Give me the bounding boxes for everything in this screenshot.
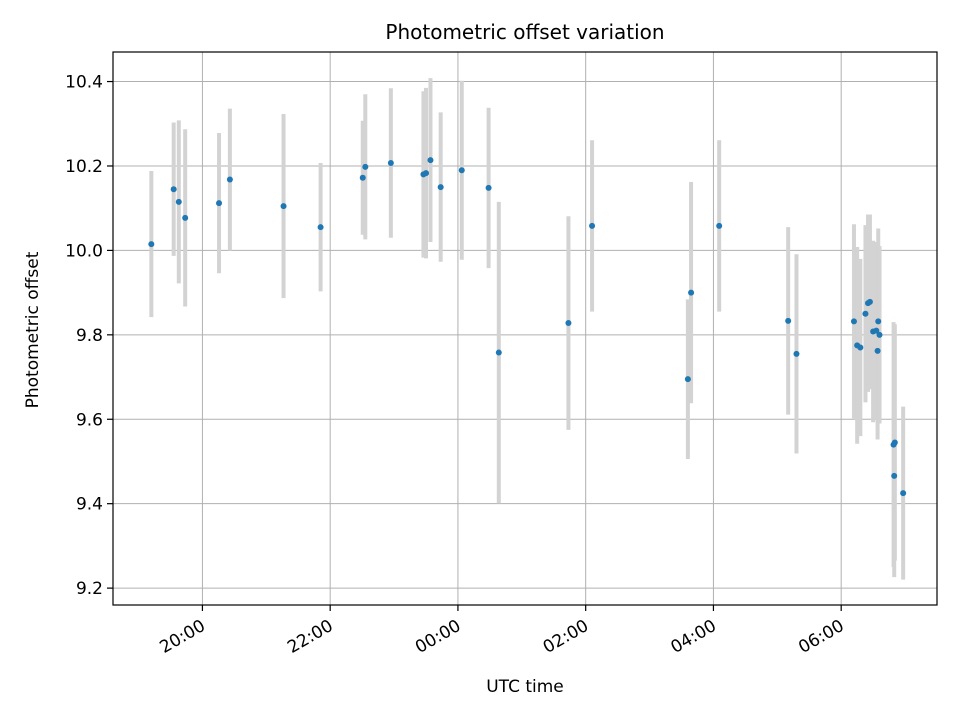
data-point — [422, 170, 429, 177]
data-point — [875, 318, 882, 325]
data-point — [716, 222, 723, 229]
y-tick-label: 10.0 — [65, 241, 103, 261]
data-point — [850, 318, 857, 325]
data-point — [891, 472, 898, 479]
y-tick-label: 10.2 — [65, 157, 103, 177]
x-axis-label: UTC time — [486, 677, 564, 697]
y-tick-label: 9.4 — [76, 495, 103, 515]
data-point — [280, 203, 287, 210]
data-point — [175, 198, 182, 205]
data-point — [226, 176, 233, 183]
y-axis-label: Photometric offset — [23, 251, 43, 408]
data-point — [437, 184, 444, 191]
data-point — [688, 289, 695, 296]
y-tick-label: 9.2 — [76, 579, 103, 599]
data-point — [900, 490, 907, 497]
data-point — [359, 174, 366, 181]
data-point — [495, 349, 502, 356]
data-point — [317, 224, 324, 231]
data-point — [684, 376, 691, 383]
data-point — [387, 160, 394, 167]
data-point — [458, 167, 465, 174]
plot-area-frame — [112, 51, 938, 606]
data-point — [785, 317, 792, 324]
y-tick-label: 9.6 — [76, 410, 103, 430]
data-point — [873, 327, 880, 334]
data-point — [427, 157, 434, 164]
data-point — [874, 347, 881, 354]
data-point — [216, 200, 223, 207]
data-point — [362, 163, 369, 170]
data-point — [857, 344, 864, 351]
data-points — [148, 157, 907, 497]
data-point — [866, 298, 873, 305]
data-point — [182, 214, 189, 221]
grid-lines — [113, 52, 937, 605]
data-point — [589, 222, 596, 229]
data-point — [862, 310, 869, 317]
data-point — [170, 186, 177, 193]
y-tick-label: 10.4 — [65, 73, 103, 93]
data-point — [891, 439, 898, 446]
data-point — [793, 350, 800, 357]
data-point — [148, 241, 155, 248]
chart-title: Photometric offset variation — [385, 20, 664, 44]
data-point — [565, 320, 572, 327]
y-tick-label: 9.8 — [76, 326, 103, 346]
data-point — [876, 331, 883, 338]
data-point — [485, 184, 492, 191]
